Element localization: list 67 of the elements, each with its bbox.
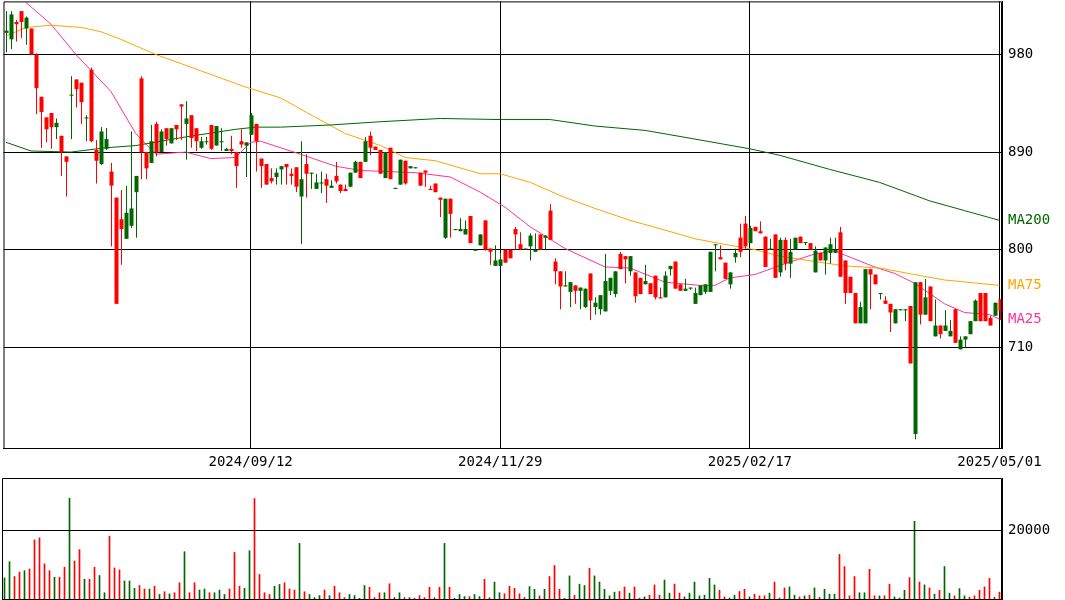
candlestick <box>219 127 224 152</box>
candlestick <box>513 226 518 251</box>
candlestick <box>613 270 618 298</box>
y-tick-label: 890 <box>1008 142 1034 159</box>
candlestick <box>19 10 24 39</box>
candlestick <box>239 128 244 149</box>
candlestick <box>254 123 259 173</box>
candlestick <box>324 173 329 204</box>
candlestick <box>783 237 788 271</box>
x-tick-label: 2025/05/01 <box>957 453 1042 470</box>
y-tick-label: 710 <box>1008 337 1034 354</box>
candlestick <box>943 309 948 332</box>
candlestick <box>448 198 453 239</box>
series-label: MA75 <box>1008 276 1042 293</box>
x-tick-label: 2024/11/29 <box>458 453 543 470</box>
candlestick <box>528 232 533 261</box>
candlestick <box>363 136 368 163</box>
candlestick <box>284 163 289 186</box>
candlestick <box>573 284 578 305</box>
candlestick <box>768 238 773 251</box>
candlestick <box>244 141 249 178</box>
candlestick <box>24 16 29 46</box>
candlestick <box>623 255 628 284</box>
candlestick <box>713 243 718 272</box>
candlestick <box>319 171 324 194</box>
candlestick <box>663 270 668 298</box>
candlestick <box>304 153 309 199</box>
candlestick <box>64 155 69 198</box>
candlestick <box>49 112 54 150</box>
candlestick <box>788 238 793 279</box>
candlestick <box>558 270 563 310</box>
y-tick-label: 980 <box>1008 45 1034 62</box>
candlestick <box>144 151 149 180</box>
candlestick <box>69 75 74 140</box>
candlestick <box>59 135 64 177</box>
y-tick-label: 800 <box>1008 240 1034 257</box>
candlestick <box>39 96 44 149</box>
candlestick <box>109 162 114 247</box>
candlestick <box>79 82 84 125</box>
x-tick-label: 2024/09/12 <box>208 453 293 470</box>
candlestick <box>568 281 573 308</box>
candlestick <box>234 151 239 189</box>
candlestick <box>149 124 154 164</box>
x-tick-label: 2025/02/17 <box>707 453 793 470</box>
candlestick <box>923 278 928 316</box>
text: 20000 <box>1008 521 1051 538</box>
candlestick <box>628 255 633 277</box>
candlestick <box>84 114 89 142</box>
candlestick <box>279 165 284 186</box>
candlestick <box>903 308 908 322</box>
candlestick <box>299 140 304 245</box>
candlestick <box>813 245 818 273</box>
candlestick <box>868 268 873 310</box>
candlestick <box>743 215 748 250</box>
candlestick <box>309 172 314 190</box>
series-label: MA200 <box>1008 211 1051 227</box>
series-label: MA25 <box>1008 309 1042 326</box>
candlestick <box>553 257 558 285</box>
candlestick <box>134 175 139 239</box>
candlestick <box>933 299 938 337</box>
candlestick <box>209 124 214 151</box>
candlestick <box>54 117 59 140</box>
candlestick <box>334 161 339 185</box>
candlestick <box>888 303 893 333</box>
candlestick <box>294 166 299 193</box>
candlestick <box>94 139 99 185</box>
candlestick <box>179 103 184 141</box>
